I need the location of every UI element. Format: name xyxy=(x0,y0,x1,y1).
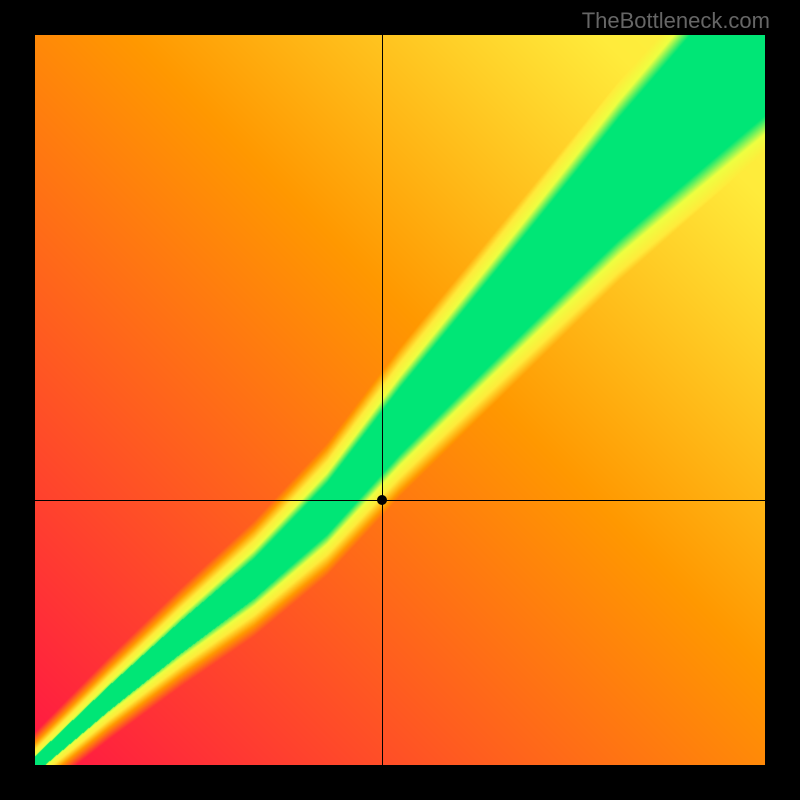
heatmap-canvas xyxy=(35,35,765,765)
marker-dot xyxy=(377,495,387,505)
watermark-text: TheBottleneck.com xyxy=(582,8,770,34)
heatmap-plot xyxy=(35,35,765,765)
crosshair-horizontal xyxy=(35,500,765,501)
crosshair-vertical xyxy=(382,35,383,765)
